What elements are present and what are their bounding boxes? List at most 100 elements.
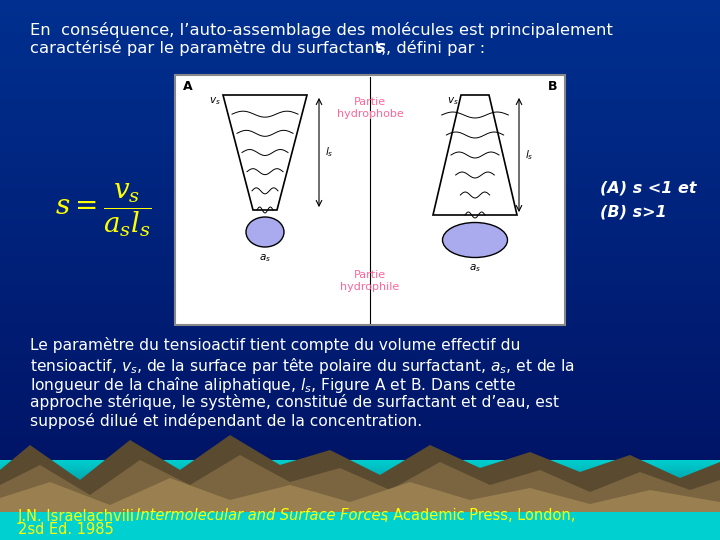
Bar [0, 32, 720, 35]
Bar [0, 494, 720, 495]
Bar [0, 484, 720, 485]
Bar [0, 202, 720, 205]
Bar [0, 492, 720, 493]
Bar [0, 454, 720, 456]
Text: 2sd Ed. 1985: 2sd Ed. 1985 [18, 523, 114, 537]
Bar [0, 246, 720, 248]
Bar [0, 235, 720, 238]
Bar [0, 367, 720, 370]
Bar [0, 499, 720, 500]
Bar [0, 356, 720, 359]
Bar [0, 329, 720, 332]
Bar [0, 521, 720, 522]
Bar [0, 213, 720, 216]
Bar [0, 167, 720, 170]
Bar [0, 364, 720, 367]
Bar [0, 154, 720, 157]
Bar [0, 22, 720, 24]
Polygon shape [0, 435, 720, 540]
Bar [0, 532, 720, 535]
Bar [0, 178, 720, 181]
Bar [0, 97, 720, 100]
Bar [0, 273, 720, 275]
Bar [0, 157, 720, 159]
Bar [0, 525, 720, 526]
Bar [0, 400, 720, 402]
Bar [0, 359, 720, 362]
Bar [0, 14, 720, 16]
Bar [0, 432, 720, 435]
Bar [0, 473, 720, 474]
Text: En  conséquence, l’auto-assemblage des molécules est principalement: En conséquence, l’auto-assemblage des mo… [30, 22, 613, 38]
Bar [0, 505, 720, 508]
Bar [0, 62, 720, 65]
Bar [0, 437, 720, 440]
Bar [0, 230, 720, 232]
Text: , défini par :: , défini par : [386, 40, 485, 56]
Bar [0, 262, 720, 265]
Bar [0, 251, 720, 254]
Bar [0, 313, 720, 316]
Bar [0, 418, 720, 421]
Bar [0, 43, 720, 46]
Bar [0, 410, 720, 413]
Bar [0, 5, 720, 8]
Bar [0, 507, 720, 508]
Bar [0, 148, 720, 151]
Bar [0, 456, 720, 459]
Bar [0, 38, 720, 40]
Text: caractérisé par le paramètre du surfactant,: caractérisé par le paramètre du surfacta… [30, 40, 392, 56]
Bar [0, 483, 720, 486]
Bar [0, 59, 720, 62]
Bar [0, 140, 720, 143]
Bar [0, 254, 720, 256]
Bar [0, 135, 720, 138]
Bar [0, 211, 720, 213]
Bar [0, 70, 720, 73]
Bar [0, 243, 720, 246]
Bar [0, 486, 720, 489]
Bar [0, 518, 720, 521]
Bar [0, 508, 720, 510]
Text: Le paramètre du tensioactif tient compte du volume effectif du: Le paramètre du tensioactif tient compte… [30, 337, 521, 353]
Bar [0, 523, 720, 524]
Bar [0, 429, 720, 432]
Bar [0, 526, 720, 529]
Bar [0, 27, 720, 30]
Bar [0, 539, 720, 540]
Bar [0, 475, 720, 476]
Bar [0, 529, 720, 530]
Bar [0, 259, 720, 262]
Bar [0, 468, 720, 469]
Bar [0, 143, 720, 146]
Bar [0, 470, 720, 472]
Bar [0, 482, 720, 483]
Bar [0, 467, 720, 470]
Bar [0, 397, 720, 400]
Bar [0, 527, 720, 528]
Text: J.N. Israelachvili: J.N. Israelachvili [18, 509, 140, 523]
Bar [0, 460, 720, 461]
Bar [0, 416, 720, 418]
Bar [0, 162, 720, 165]
Bar [0, 332, 720, 335]
Bar [0, 467, 720, 468]
Bar [0, 459, 720, 462]
Bar [0, 19, 720, 22]
Bar [0, 219, 720, 221]
Bar [0, 57, 720, 59]
Bar [0, 421, 720, 424]
Bar [0, 338, 720, 340]
Text: $a_s$: $a_s$ [259, 252, 271, 264]
Bar [0, 462, 720, 464]
Bar [0, 373, 720, 375]
Bar [0, 394, 720, 397]
Bar [0, 122, 720, 124]
Bar [0, 86, 720, 89]
Bar [0, 472, 720, 473]
Bar [0, 537, 720, 538]
Bar [0, 529, 720, 532]
Bar [0, 305, 720, 308]
Text: $l_s$: $l_s$ [325, 146, 333, 159]
Bar [0, 512, 720, 513]
